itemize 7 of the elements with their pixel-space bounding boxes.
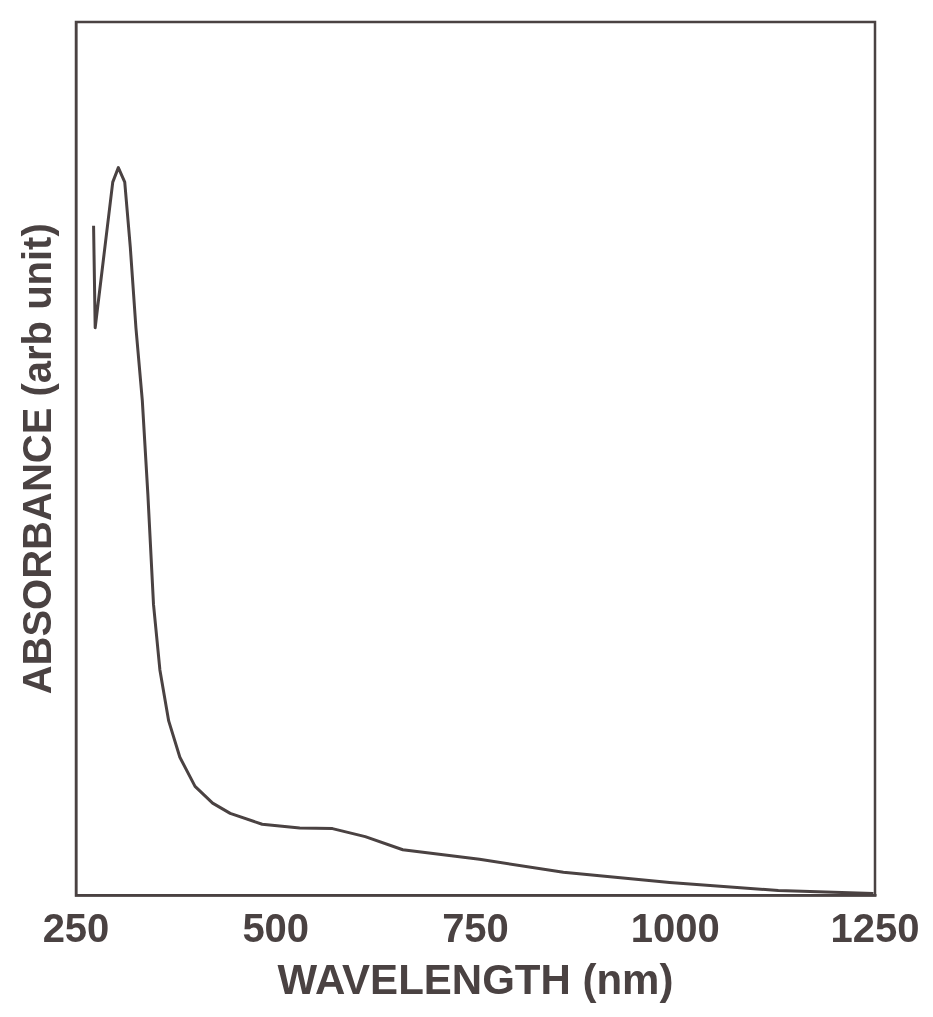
x-tick-label: 250 [42,905,110,950]
x-tick-label: 1000 [630,905,720,950]
y-axis-title: ABSORBANCE (arb unit) [15,223,60,695]
x-tick-label: 750 [442,905,509,950]
x-tick-label: 1250 [830,905,920,950]
x-tick-label: 500 [242,905,310,950]
x-axis-title: WAVELENGTH (nm) [277,956,674,1004]
